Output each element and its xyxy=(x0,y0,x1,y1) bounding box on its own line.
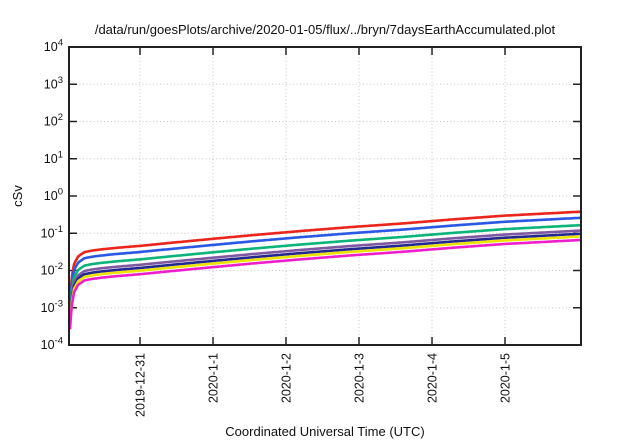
y-tick-label: 10-2 xyxy=(41,261,63,278)
plot-frame xyxy=(68,46,582,346)
y-tick-label: 10-3 xyxy=(41,298,63,315)
data-line-series-7-magenta xyxy=(69,238,581,330)
y-tick-label: 10-1 xyxy=(41,224,63,241)
x-tick-label: 2020-1-4 xyxy=(426,353,440,403)
y-tick-label: 102 xyxy=(44,112,63,129)
data-line-series-4-purple xyxy=(69,229,581,320)
data-line-series-6-yellow xyxy=(69,235,581,326)
x-tick-label: 2020-1-1 xyxy=(207,353,221,403)
y-tick-label: 10-4 xyxy=(41,336,63,353)
y-tick-label: 100 xyxy=(44,187,63,204)
y-tick-label: 101 xyxy=(44,149,63,166)
data-line-series-2-blue xyxy=(69,216,581,308)
y-axis-label: cSv xyxy=(10,185,25,207)
x-tick-label: 2020-1-5 xyxy=(499,353,513,403)
x-tick-label: 2020-1-3 xyxy=(352,353,366,403)
data-line-series-3-green xyxy=(69,223,581,315)
plot-title: /data/run/goesPlots/archive/2020-01-05/f… xyxy=(94,22,556,37)
data-line-series-5-navy xyxy=(69,232,581,324)
y-tick-label: 103 xyxy=(44,75,63,92)
x-tick-label: 2019-12-31 xyxy=(134,353,148,417)
data-line-series-1-red xyxy=(69,210,581,302)
y-tick-label: 104 xyxy=(44,38,63,55)
x-axis-label: Coordinated Universal Time (UTC) xyxy=(225,424,425,439)
x-tick-label: 2020-1-2 xyxy=(279,353,293,403)
